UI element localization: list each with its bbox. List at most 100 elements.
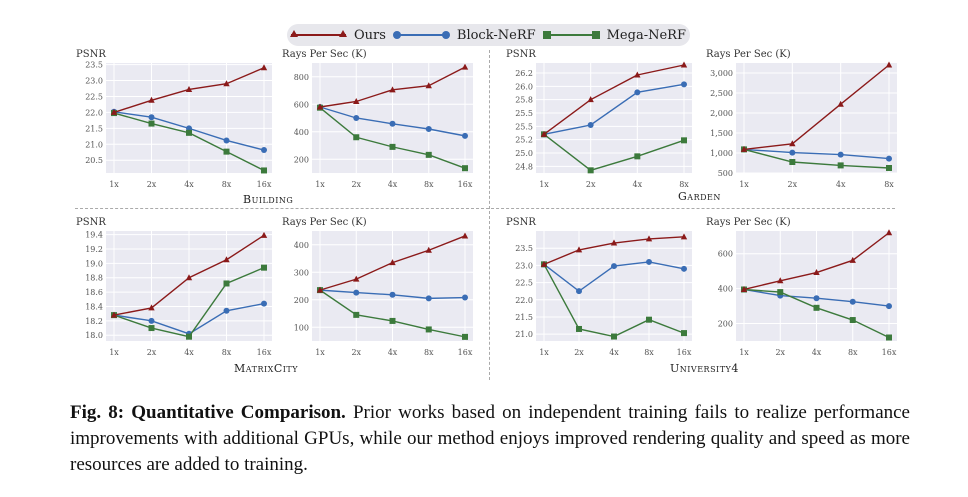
data-point-mega-nerf — [837, 162, 844, 169]
vertical-divider — [489, 50, 490, 380]
data-point-ours — [575, 246, 583, 253]
x-tick-label: 8x — [884, 180, 894, 189]
data-point-mega-nerf — [789, 159, 796, 165]
y-tick-label: 22.5 — [85, 92, 103, 101]
y-tick-label: 25.0 — [515, 149, 533, 158]
x-tick-label: 4x — [184, 348, 194, 357]
x-tick-label: 8x — [848, 348, 858, 357]
scene-label-matrixcity: MatrixCity — [234, 362, 299, 375]
y-tick-label: 22.0 — [85, 108, 103, 117]
y-tick-label: 19.2 — [85, 245, 103, 254]
square-marker-icon — [591, 31, 600, 39]
data-point-mega-nerf — [849, 317, 856, 324]
y-tick-label: 2,500 — [710, 89, 733, 98]
y-tick-label: 21.5 — [515, 313, 533, 322]
x-tick-label: 4x — [836, 180, 846, 189]
y-tick-label: 25.5 — [515, 109, 533, 118]
legend-item-block-nerf: Block-NeRF — [392, 27, 536, 43]
x-tick-label: 16x — [257, 180, 272, 189]
y-tick-label: 23.0 — [85, 77, 103, 86]
series-line-ours — [543, 64, 685, 135]
data-point-block-nerf — [353, 115, 360, 121]
y-tick-label: 22.0 — [515, 296, 533, 305]
data-point-mega-nerf — [813, 304, 820, 311]
data-point-mega-nerf — [148, 325, 155, 332]
data-point-block-nerf — [849, 298, 856, 305]
data-point-mega-nerf — [353, 311, 360, 318]
x-tick-label: 8x — [679, 180, 689, 189]
data-point-mega-nerf — [646, 316, 652, 323]
data-point-ours — [634, 71, 641, 78]
chart-garden-rays: Rays Per Sec (K) 500 1,000 1,500 2,000 2,500 3… — [706, 49, 897, 189]
triangle-marker-icon — [338, 30, 347, 37]
data-point-block-nerf — [646, 258, 652, 265]
horizontal-divider — [75, 208, 895, 209]
y-tick-label: 23.0 — [515, 261, 533, 270]
data-point-mega-nerf — [681, 137, 687, 144]
y-tick-label: 400 — [294, 128, 309, 137]
data-point-mega-nerf — [462, 165, 468, 172]
y-tick-label: 23.5 — [85, 61, 103, 70]
data-point-mega-nerf — [353, 134, 360, 141]
legend-item-ours: Ours — [289, 28, 386, 43]
data-point-block-nerf — [886, 155, 892, 162]
data-point-ours — [680, 233, 688, 240]
data-point-mega-nerf — [611, 333, 617, 340]
x-tick-label: 2x — [351, 348, 361, 357]
data-point-ours — [389, 86, 396, 93]
x-tick-label: 2x — [351, 180, 361, 189]
y-tick-label: 300 — [294, 268, 309, 277]
triangle-marker-icon — [289, 30, 298, 37]
y-tick-label: 200 — [294, 155, 309, 164]
data-point-block-nerf — [576, 288, 582, 295]
data-point-ours — [110, 108, 118, 115]
x-tick-label: 4x — [812, 348, 822, 357]
data-point-ours — [837, 100, 844, 107]
legend-item-mega-nerf: Mega-NeRF — [542, 28, 686, 43]
axis-title: PSNR — [506, 217, 536, 228]
x-tick-label: 16x — [458, 348, 473, 357]
axis-title: Rays Per Sec (K) — [706, 217, 791, 228]
caption-label: Fig. 8: Quantitative Comparison. — [70, 402, 346, 423]
data-point-block-nerf — [223, 307, 230, 314]
y-tick-label: 25.5 — [515, 122, 533, 131]
data-point-mega-nerf — [886, 334, 892, 341]
data-point-block-nerf — [634, 89, 641, 96]
data-point-ours — [389, 259, 396, 266]
y-tick-label: 18.6 — [85, 288, 103, 297]
axis-title: Rays Per Sec (K) — [282, 49, 367, 60]
data-point-block-nerf — [813, 295, 820, 302]
data-point-block-nerf — [353, 289, 360, 296]
data-point-block-nerf — [425, 126, 432, 132]
y-tick-label: 3,000 — [710, 69, 733, 78]
x-tick-label: 2x — [586, 180, 596, 189]
legend-label: Block-NeRF — [456, 27, 536, 43]
data-point-mega-nerf — [587, 167, 594, 174]
data-point-mega-nerf — [223, 148, 230, 155]
y-tick-label: 800 — [294, 73, 309, 82]
data-point-ours — [353, 98, 360, 104]
y-tick-label: 18.4 — [85, 302, 103, 311]
data-point-mega-nerf — [186, 129, 192, 136]
y-tick-label: 600 — [294, 100, 309, 109]
data-point-block-nerf — [681, 265, 687, 272]
data-point-ours — [813, 269, 820, 276]
data-point-ours — [777, 277, 784, 284]
x-tick-label: 4x — [633, 180, 643, 189]
data-point-block-nerf — [261, 300, 267, 307]
data-point-block-nerf — [425, 295, 432, 302]
data-point-ours — [148, 96, 155, 103]
data-point-mega-nerf — [186, 333, 192, 340]
x-tick-label: 16x — [677, 348, 692, 357]
data-point-block-nerf — [148, 114, 155, 121]
y-tick-label: 21.0 — [515, 330, 533, 339]
y-tick-label: 22.5 — [515, 279, 533, 288]
series-line-mega-nerf — [743, 148, 890, 169]
data-point-mega-nerf — [681, 330, 687, 337]
y-tick-label: 1,500 — [710, 129, 733, 138]
circle-marker-icon — [441, 31, 450, 39]
x-tick-label: 8x — [644, 348, 654, 357]
scene-label-garden: Garden — [678, 190, 721, 203]
y-tick-label: 400 — [718, 285, 733, 294]
data-point-ours — [680, 61, 688, 68]
